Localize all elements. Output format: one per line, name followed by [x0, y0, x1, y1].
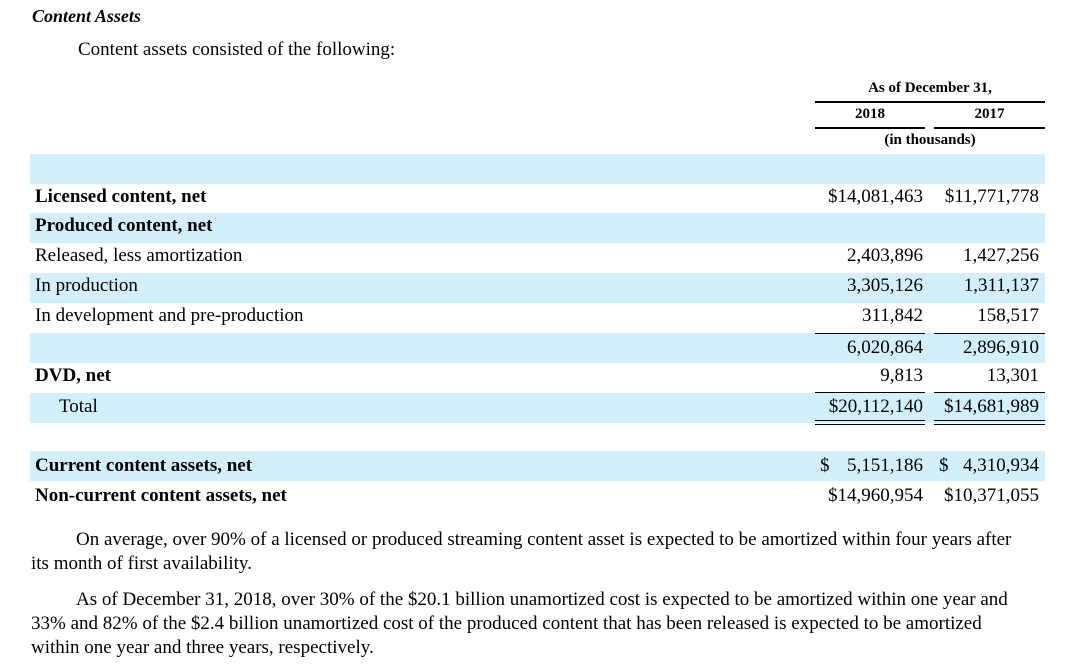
total-top-rule-2018 [815, 392, 925, 393]
row-label: Non-current content assets, net [35, 485, 287, 506]
value-2017: 1,427,256 [963, 245, 1039, 266]
table-row: Total $20,112,140 $14,681,989 [30, 393, 1045, 423]
total-double-rule-2018 [815, 424, 925, 425]
row-label: Licensed content, net [35, 186, 207, 207]
col-2017-header: 2017 [974, 106, 1005, 122]
table-row: Released, less amortization 2,403,896 1,… [30, 242, 1045, 272]
row-label: DVD, net [35, 365, 111, 386]
table-row: 6,020,864 2,896,910 [30, 334, 1045, 364]
dollar-sign: $ [820, 455, 830, 476]
dollar-sign: $ [939, 455, 949, 476]
table-row: Produced content, net [30, 212, 1045, 242]
band-blank [30, 154, 1045, 184]
value-2017: $14,681,989 [944, 396, 1039, 417]
value-2018: 2,403,896 [847, 245, 923, 266]
value-2018: 6,020,864 [847, 337, 923, 358]
value-2017: $11,771,778 [944, 186, 1039, 207]
header-group: As of December 31, [868, 80, 992, 96]
band-total [30, 393, 1045, 423]
row-label: Total [59, 396, 98, 417]
col-2018-rule [815, 127, 925, 129]
total-double-rule-2017 [934, 424, 1045, 425]
paragraph-amortization-detail: As of December 31, 2018, over 30% of the… [31, 589, 1008, 658]
value-2017: 4,310,934 [963, 455, 1039, 476]
band-subtotal [30, 333, 1045, 363]
value-2018: 5,151,186 [847, 455, 923, 476]
col-2017-rule [934, 127, 1045, 129]
row-label: Current content assets, net [35, 455, 253, 476]
table-row-noncurrent: Non-current content assets, net $14,960,… [30, 482, 1045, 512]
value-2017: 158,517 [977, 305, 1039, 326]
value-2018: 3,305,126 [847, 275, 923, 296]
value-2018: 9,813 [880, 365, 923, 386]
total-double-rule-2017 [934, 420, 1045, 421]
total-top-rule-2017 [934, 392, 1045, 393]
table-row: DVD, net 9,813 13,301 [30, 362, 1045, 392]
row-label: Produced content, net [35, 215, 213, 236]
value-2017: $10,371,055 [944, 485, 1039, 506]
units-label: (in thousands) [884, 132, 976, 148]
value-2018: $20,112,140 [828, 396, 923, 417]
row-label: In development and pre-production [35, 305, 304, 326]
value-2017: 1,311,137 [963, 275, 1039, 296]
table-row: In production 3,305,126 1,311,137 [30, 272, 1045, 302]
value-2017: 13,301 [986, 365, 1039, 386]
value-2018: 311,842 [861, 305, 923, 326]
table-row: In development and pre-production 311,84… [30, 302, 1045, 332]
band-in-production [30, 273, 1045, 303]
col-2018-header: 2018 [855, 106, 885, 122]
subtotal-rule-2017 [934, 333, 1045, 334]
row-label: In production [35, 275, 138, 296]
total-double-rule-2018 [815, 420, 925, 421]
value-2017: 2,896,910 [963, 337, 1039, 358]
value-2018: $14,081,463 [828, 186, 923, 207]
band-produced [30, 213, 1045, 243]
subtotal-rule-2018 [815, 333, 925, 334]
value-2018: $14,960,954 [828, 485, 923, 506]
band-current [30, 451, 1045, 481]
intro-text: Content assets consisted of the followin… [78, 39, 396, 60]
row-label: Released, less amortization [35, 245, 243, 266]
section-heading: Content Assets [32, 6, 141, 26]
paragraph-amortization-average: On average, over 90% of a licensed or pr… [31, 529, 1012, 574]
header-rule [815, 101, 1045, 103]
table-row-current: Current content assets, net $ 5,151,186 … [30, 452, 1045, 482]
table-row: Licensed content, net $14,081,463 $11,77… [30, 183, 1045, 213]
